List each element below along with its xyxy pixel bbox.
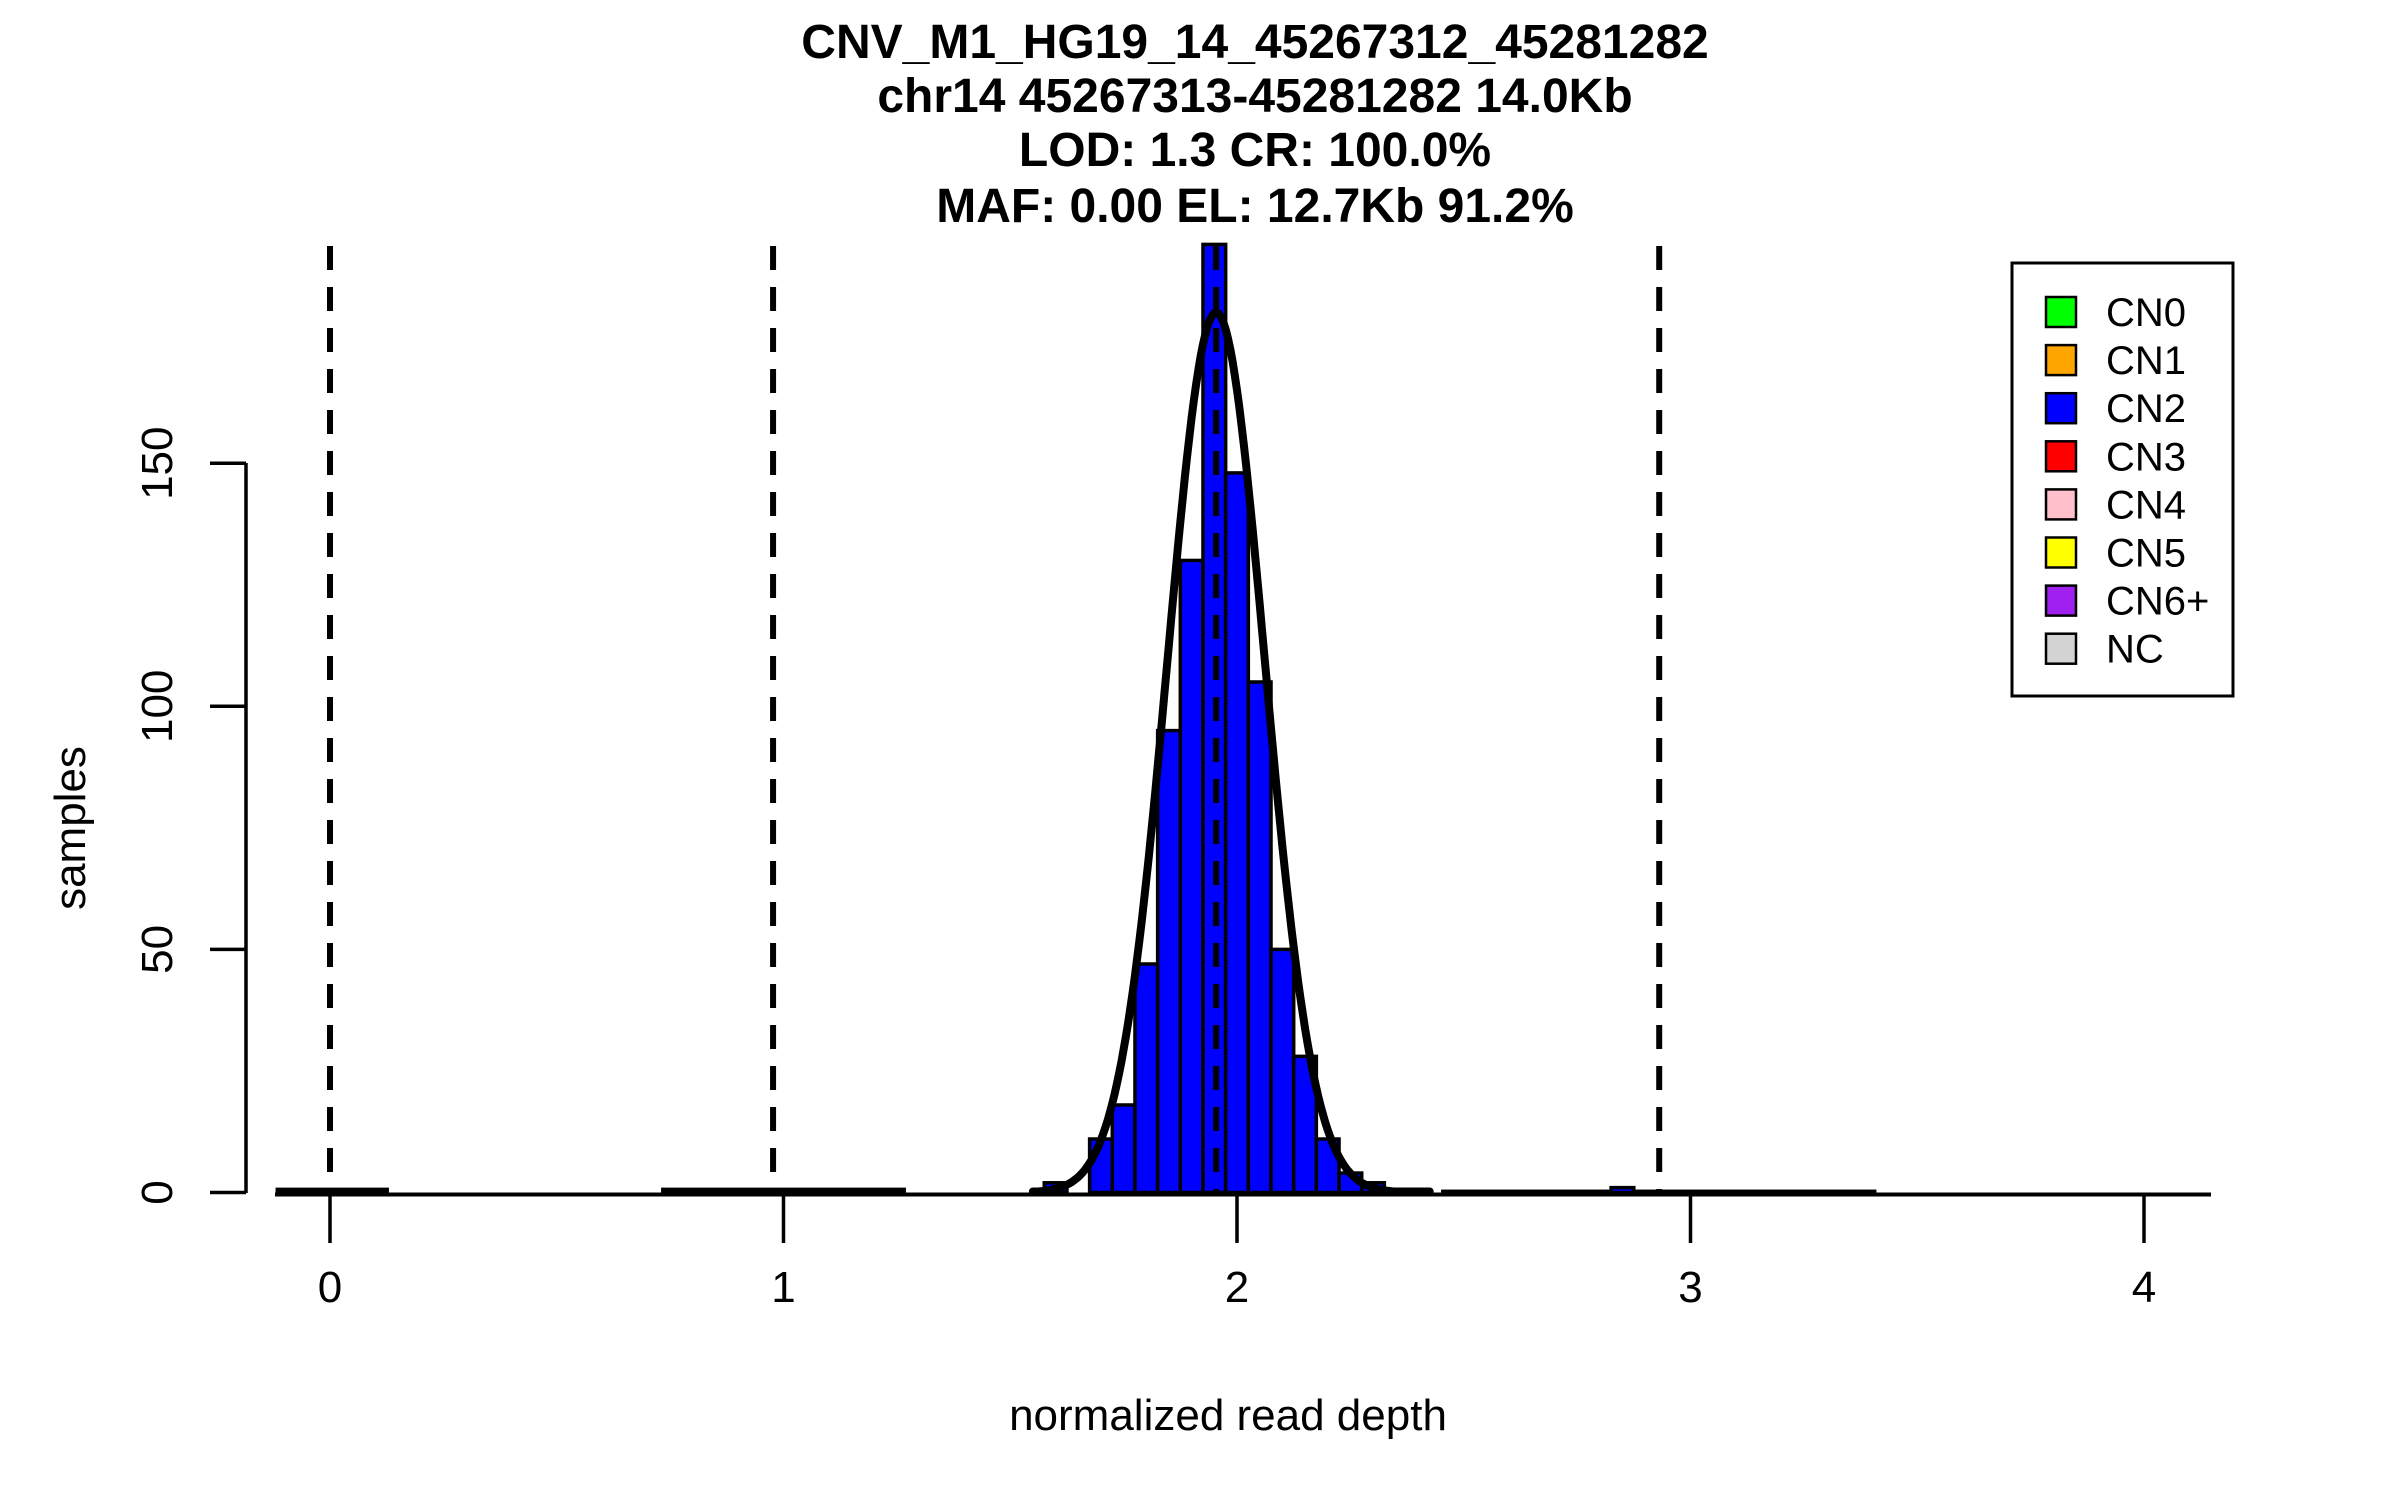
y-axis-ticks: 0 50 100 150 [133,426,246,1205]
legend-entry: CN1 [2044,339,2186,383]
title-line-2: chr14 45267313-45281282 14.0Kb [877,70,1632,123]
legend-entry: CN6+ [2044,580,2209,624]
y-tick-label: 0 [133,1180,182,1204]
x-tick-label: 3 [1678,1263,1702,1312]
x-tick-label: 0 [318,1263,342,1312]
legend-swatch-cn3 [2044,440,2078,473]
histogram-bar [1223,471,1251,1195]
legend-entry: CN2 [2044,387,2186,431]
legend-box [2010,261,2235,698]
title-line-1: CNV_M1_HG19_14_45267312_45281282 [801,16,1708,69]
legend-entry: CN3 [2044,435,2186,479]
legend-label: CN4 [2106,483,2186,527]
histogram-bars [1042,242,1636,1195]
legend-entry: CN0 [2044,291,2186,335]
x-axis: 0 1 2 3 4 normalized read depth [275,1192,2211,1440]
histogram-bar [1110,1103,1137,1195]
histogram-bar [1178,558,1205,1195]
histogram-bar [1133,962,1160,1195]
legend-label: CN3 [2106,435,2186,479]
legend-entry: CN4 [2044,483,2186,527]
legend-entry: NC [2044,628,2164,672]
y-tick-label: 150 [133,426,182,499]
x-tick-label: 4 [2132,1263,2156,1312]
x-axis-title: normalized read depth [1009,1391,1447,1440]
y-axis-title: samples [46,746,95,910]
y-axis: 0 50 100 150 samples [46,426,248,1205]
legend-label: CN2 [2106,387,2186,431]
zero-trace-segment [661,1187,906,1195]
legend-label: CN5 [2106,532,2186,576]
y-tick-label: 100 [133,670,182,743]
legend-swatch-cn4 [2044,488,2078,521]
histogram-bar [1609,1185,1636,1195]
legend-swatch-cn5 [2044,536,2078,569]
histogram-bar [1246,680,1273,1195]
gaussian-fit-curve [1028,308,1434,1196]
legend-label: CN0 [2106,291,2186,335]
legend-swatch-cn1 [2044,343,2078,377]
title-line-4: MAF: 0.00 EL: 12.7Kb 91.2% [936,180,1574,233]
title-block: CNV_M1_HG19_14_45267312_45281282 chr14 4… [801,16,1708,233]
histogram-bar [1155,728,1183,1195]
histogram-bar [1269,947,1296,1195]
y-tick-label: 50 [133,925,182,974]
x-tick-label: 1 [771,1263,795,1312]
legend-label: CN1 [2106,339,2186,383]
zero-trace-segment [1441,1189,1877,1195]
legend-swatch-nc [2044,632,2078,665]
legend-swatch-cn2 [2044,391,2078,425]
title-line-3: LOD: 1.3 CR: 100.0% [1019,124,1491,177]
cn-reference-dashed-lines [327,246,1663,1192]
x-axis-ticks: 0 1 2 3 4 [318,1196,2156,1312]
legend-swatch-cn6plus [2044,584,2078,617]
x-tick-label: 2 [1225,1263,1249,1312]
legend-entry: CN5 [2044,532,2186,576]
legend-label: NC [2106,628,2164,672]
legend-swatch-cn0 [2044,295,2078,329]
legend-label: CN6+ [2106,580,2209,624]
